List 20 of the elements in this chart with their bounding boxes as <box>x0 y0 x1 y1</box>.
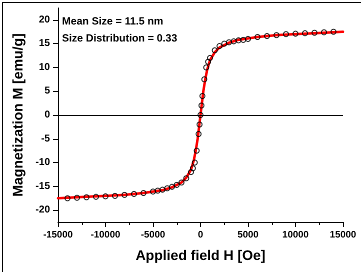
annotation: Size Distribution = 0.33 <box>62 32 178 44</box>
y-tick-label: -20 <box>36 204 50 216</box>
x-tick-label: 15000 <box>330 230 356 240</box>
y-tick-label: 0 <box>44 110 50 120</box>
x-tick-label: 0 <box>198 230 204 240</box>
x-tick-label: 10000 <box>282 230 309 240</box>
x-tick-label: -10000 <box>90 230 120 240</box>
x-tick-label: -15000 <box>43 230 73 240</box>
y-tick-label: -15 <box>36 180 50 192</box>
x-tick-label: -5000 <box>140 230 166 240</box>
y-tick-label: 5 <box>44 86 50 97</box>
y-tick-label: -10 <box>36 157 50 168</box>
y-tick-label: -5 <box>41 133 50 144</box>
y-tick-label: 20 <box>38 14 50 26</box>
x-tick-label: 5000 <box>237 230 259 240</box>
x-axis-title: Applied field H [Oe] <box>136 247 266 263</box>
annotation: Mean Size = 11.5 nm <box>62 16 164 28</box>
y-tick-label: 10 <box>38 62 50 73</box>
y-axis-title: Magnetization M [emu/g] <box>10 33 26 197</box>
y-tick-label: 15 <box>38 38 50 50</box>
